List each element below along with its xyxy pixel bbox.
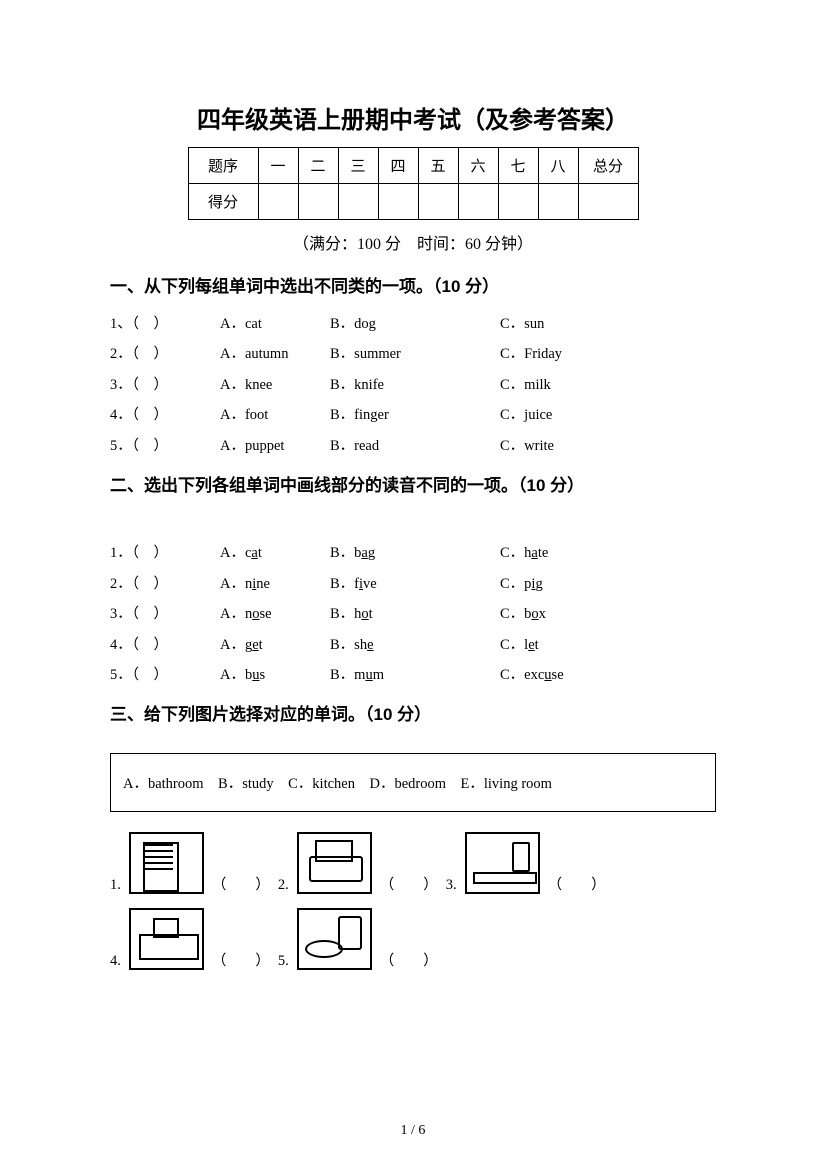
q-num: 4．（ ） bbox=[110, 630, 220, 660]
q-opt-b: B．dog bbox=[330, 309, 500, 339]
score-label-cell: 得分 bbox=[188, 184, 258, 220]
q-row: 4．（ ） A．get B．she C．let bbox=[110, 630, 716, 660]
answer-blank: （ ） bbox=[212, 873, 270, 894]
section-2-list: 1．（ ） A．cat B．bag C．hate 2．（ ） A．nine B．… bbox=[110, 538, 716, 690]
header-cell: 八 bbox=[538, 148, 578, 184]
section-2-title: 二、选出下列各组单词中画线部分的读音不同的一项。（10 分） bbox=[110, 471, 716, 496]
header-cell: 六 bbox=[458, 148, 498, 184]
q-num: 2．（ ） bbox=[110, 339, 220, 369]
q-opt-a: A．cat bbox=[220, 309, 330, 339]
header-cell: 七 bbox=[498, 148, 538, 184]
q-opt-b: B．finger bbox=[330, 400, 500, 430]
q-num: 1．（ ） bbox=[110, 538, 220, 568]
q-num: 5．（ ） bbox=[110, 431, 220, 461]
item-num: 1. bbox=[110, 877, 121, 894]
section-1-title: 一、从下列每组单词中选出不同类的一项。（10 分） bbox=[110, 272, 716, 297]
item-num: 2. bbox=[278, 877, 289, 894]
q-opt-a: A．nine bbox=[220, 569, 330, 599]
q-opt-a: A．foot bbox=[220, 400, 330, 430]
header-cell: 五 bbox=[418, 148, 458, 184]
score-table: 题序 一 二 三 四 五 六 七 八 总分 得分 bbox=[188, 147, 639, 220]
study-icon bbox=[129, 832, 204, 894]
q-opt-b: B．knife bbox=[330, 370, 500, 400]
q-num: 5．（ ） bbox=[110, 660, 220, 690]
q-row: 4．（ ） A．foot B．finger C．juice bbox=[110, 400, 716, 430]
q-opt-a: A．get bbox=[220, 630, 330, 660]
q-opt-c: C．box bbox=[500, 599, 716, 629]
q-row: 2．（ ） A．nine B．five C．pig bbox=[110, 569, 716, 599]
q-row: 3．（ ） A．nose B．hot C．box bbox=[110, 599, 716, 629]
q-num: 1、（ ） bbox=[110, 309, 220, 339]
q-row: 3．（ ） A．knee B．knife C．milk bbox=[110, 370, 716, 400]
answer-blank: （ ） bbox=[380, 873, 438, 894]
header-cell: 二 bbox=[298, 148, 338, 184]
bedroom-icon bbox=[129, 908, 204, 970]
score-cell bbox=[378, 184, 418, 220]
item-num: 3. bbox=[446, 877, 457, 894]
q-opt-a: A．puppet bbox=[220, 431, 330, 461]
header-cell: 一 bbox=[258, 148, 298, 184]
q-opt-b: B．mum bbox=[330, 660, 500, 690]
q-opt-a: A．bus bbox=[220, 660, 330, 690]
q-num: 3．（ ） bbox=[110, 599, 220, 629]
image-row-1: 1. （ ） 2. （ ） 3. （ ） bbox=[110, 832, 716, 894]
section-1-list: 1、（ ） A．cat B．dog C．sun 2．（ ） A．autumn B… bbox=[110, 309, 716, 461]
q-opt-a: A．knee bbox=[220, 370, 330, 400]
answer-blank: （ ） bbox=[548, 873, 606, 894]
q-opt-c: C．Friday bbox=[500, 339, 716, 369]
q-opt-c: C．sun bbox=[500, 309, 716, 339]
header-cell: 题序 bbox=[188, 148, 258, 184]
q-opt-a: A．nose bbox=[220, 599, 330, 629]
section-3-title: 三、给下列图片选择对应的单词。（10 分） bbox=[110, 700, 716, 725]
q-opt-b: B．read bbox=[330, 431, 500, 461]
q-row: 1、（ ） A．cat B．dog C．sun bbox=[110, 309, 716, 339]
score-cell bbox=[418, 184, 458, 220]
score-cell bbox=[578, 184, 638, 220]
image-row-2: 4. （ ） 5. （ ） bbox=[110, 908, 716, 970]
q-opt-c: C．pig bbox=[500, 569, 716, 599]
header-cell: 四 bbox=[378, 148, 418, 184]
q-row: 2．（ ） A．autumn B．summer C．Friday bbox=[110, 339, 716, 369]
q-opt-b: B．summer bbox=[330, 339, 500, 369]
score-cell bbox=[338, 184, 378, 220]
q-opt-b: B．bag bbox=[330, 538, 500, 568]
item-num: 5. bbox=[278, 953, 289, 970]
item-num: 4. bbox=[110, 953, 121, 970]
q-opt-c: C．milk bbox=[500, 370, 716, 400]
kitchen-icon bbox=[465, 832, 540, 894]
score-cell bbox=[498, 184, 538, 220]
q-row: 1．（ ） A．cat B．bag C．hate bbox=[110, 538, 716, 568]
score-cell bbox=[298, 184, 338, 220]
exam-meta: （满分：100 分 时间：60 分钟） bbox=[110, 230, 716, 254]
page-number: 1 / 6 bbox=[0, 1123, 826, 1139]
q-opt-c: C．let bbox=[500, 630, 716, 660]
q-opt-c: C．write bbox=[500, 431, 716, 461]
q-opt-a: A．cat bbox=[220, 538, 330, 568]
score-value-row: 得分 bbox=[188, 184, 638, 220]
q-opt-c: C．hate bbox=[500, 538, 716, 568]
answer-blank: （ ） bbox=[380, 949, 438, 970]
q-num: 4．（ ） bbox=[110, 400, 220, 430]
q-opt-c: C．juice bbox=[500, 400, 716, 430]
living-room-icon bbox=[297, 832, 372, 894]
q-num: 2．（ ） bbox=[110, 569, 220, 599]
q-opt-b: B．five bbox=[330, 569, 500, 599]
q-opt-c: C．excuse bbox=[500, 660, 716, 690]
q-opt-a: A．autumn bbox=[220, 339, 330, 369]
word-bank: A．bathroom B．study C．kitchen D．bedroom E… bbox=[110, 753, 716, 812]
score-header-row: 题序 一 二 三 四 五 六 七 八 总分 bbox=[188, 148, 638, 184]
q-num: 3．（ ） bbox=[110, 370, 220, 400]
score-cell bbox=[538, 184, 578, 220]
answer-blank: （ ） bbox=[212, 949, 270, 970]
q-row: 5．（ ） A．puppet B．read C．write bbox=[110, 431, 716, 461]
page-title: 四年级英语上册期中考试（及参考答案） bbox=[110, 100, 716, 135]
score-cell bbox=[258, 184, 298, 220]
q-opt-b: B．hot bbox=[330, 599, 500, 629]
header-cell: 三 bbox=[338, 148, 378, 184]
bathroom-icon bbox=[297, 908, 372, 970]
q-opt-b: B．she bbox=[330, 630, 500, 660]
q-row: 5．（ ） A．bus B．mum C．excuse bbox=[110, 660, 716, 690]
score-cell bbox=[458, 184, 498, 220]
header-cell: 总分 bbox=[578, 148, 638, 184]
